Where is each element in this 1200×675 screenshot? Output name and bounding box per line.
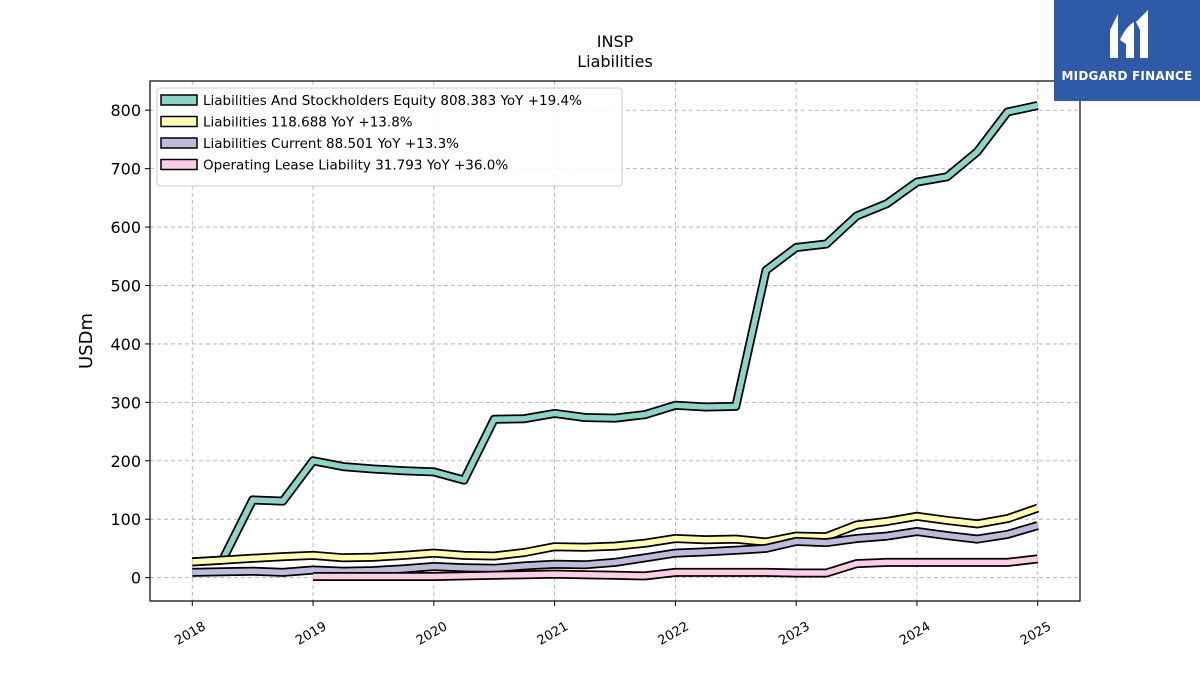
brand-logo: MIDGARD FINANCE <box>1054 0 1200 101</box>
y-tick-label: 300 <box>110 393 141 412</box>
legend-swatch-0 <box>160 94 198 106</box>
legend-box <box>156 87 623 187</box>
series-lines <box>192 101 1040 581</box>
chart-title: INSP <box>597 32 634 51</box>
legend-label-3: Operating Lease Liability 31.793 YoY +36… <box>203 158 508 174</box>
legend-swatch-3 <box>160 158 198 171</box>
y-tick-label: 100 <box>110 510 141 529</box>
plot-frame <box>149 80 1081 602</box>
midgard-m-logo-icon <box>1110 10 1148 58</box>
y-axis: 0 100 200 300 400 500 600 700 800 <box>110 101 150 588</box>
y-tick-label: 600 <box>110 218 141 237</box>
series-line-1 <box>192 505 1039 565</box>
legend-label-1: Liabilities 118.688 YoY +13.8% <box>203 115 413 131</box>
series-line-2 <box>192 522 1039 576</box>
legend-label-2: Liabilities Current 88.501 YoY +13.3% <box>203 136 459 152</box>
brand-name: MIDGARD FINANCE <box>1061 69 1193 83</box>
y-tick-label: 700 <box>110 160 141 179</box>
series-line-3 <box>313 556 1039 580</box>
legend-label-0: Liabilities And Stockholders Equity 808.… <box>203 93 582 109</box>
y-tick-label: 400 <box>110 335 141 354</box>
legend: Liabilities And Stockholders Equity 808.… <box>156 87 623 187</box>
y-axis-label: USDm <box>76 313 97 369</box>
y-tick-label: 200 <box>110 452 141 471</box>
chart-subtitle: Liabilities <box>577 52 653 71</box>
legend-swatch-2 <box>160 137 198 149</box>
y-tick-label: 500 <box>110 276 141 295</box>
y-tick-label: 800 <box>110 101 141 120</box>
legend-swatch-1 <box>160 115 198 128</box>
series-line-0 <box>192 102 1039 565</box>
y-tick-label: 0 <box>131 569 141 588</box>
